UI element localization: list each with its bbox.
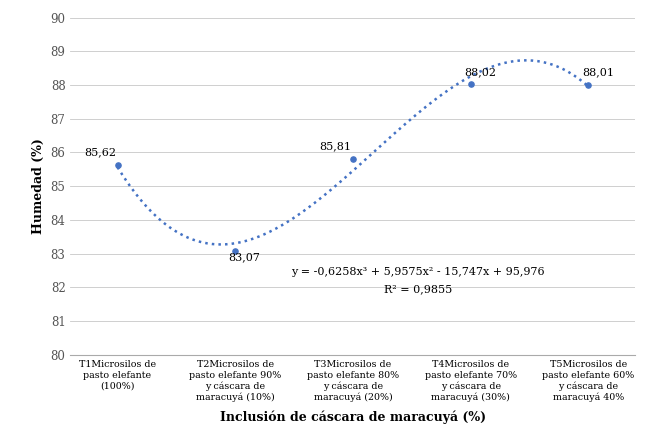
Point (230, 248, 241, 255)
Point (112, 162, 123, 169)
Point (583, 81, 593, 88)
Text: 83,07: 83,07 (229, 252, 261, 262)
Text: 88,01: 88,01 (582, 67, 614, 77)
Point (466, 81, 476, 88)
Y-axis label: Humedad (%): Humedad (%) (32, 138, 45, 234)
Text: 85,81: 85,81 (319, 141, 351, 151)
Point (348, 155, 358, 162)
Text: 88,02: 88,02 (464, 67, 496, 77)
Text: y = -0,6258x³ + 5,9575x² - 15,747x + 95,976
R² = 0,9855: y = -0,6258x³ + 5,9575x² - 15,747x + 95,… (291, 267, 544, 294)
Text: 85,62: 85,62 (84, 147, 116, 157)
X-axis label: Inclusión de cáscara de maracuyá (%): Inclusión de cáscara de maracuyá (%) (220, 410, 486, 423)
